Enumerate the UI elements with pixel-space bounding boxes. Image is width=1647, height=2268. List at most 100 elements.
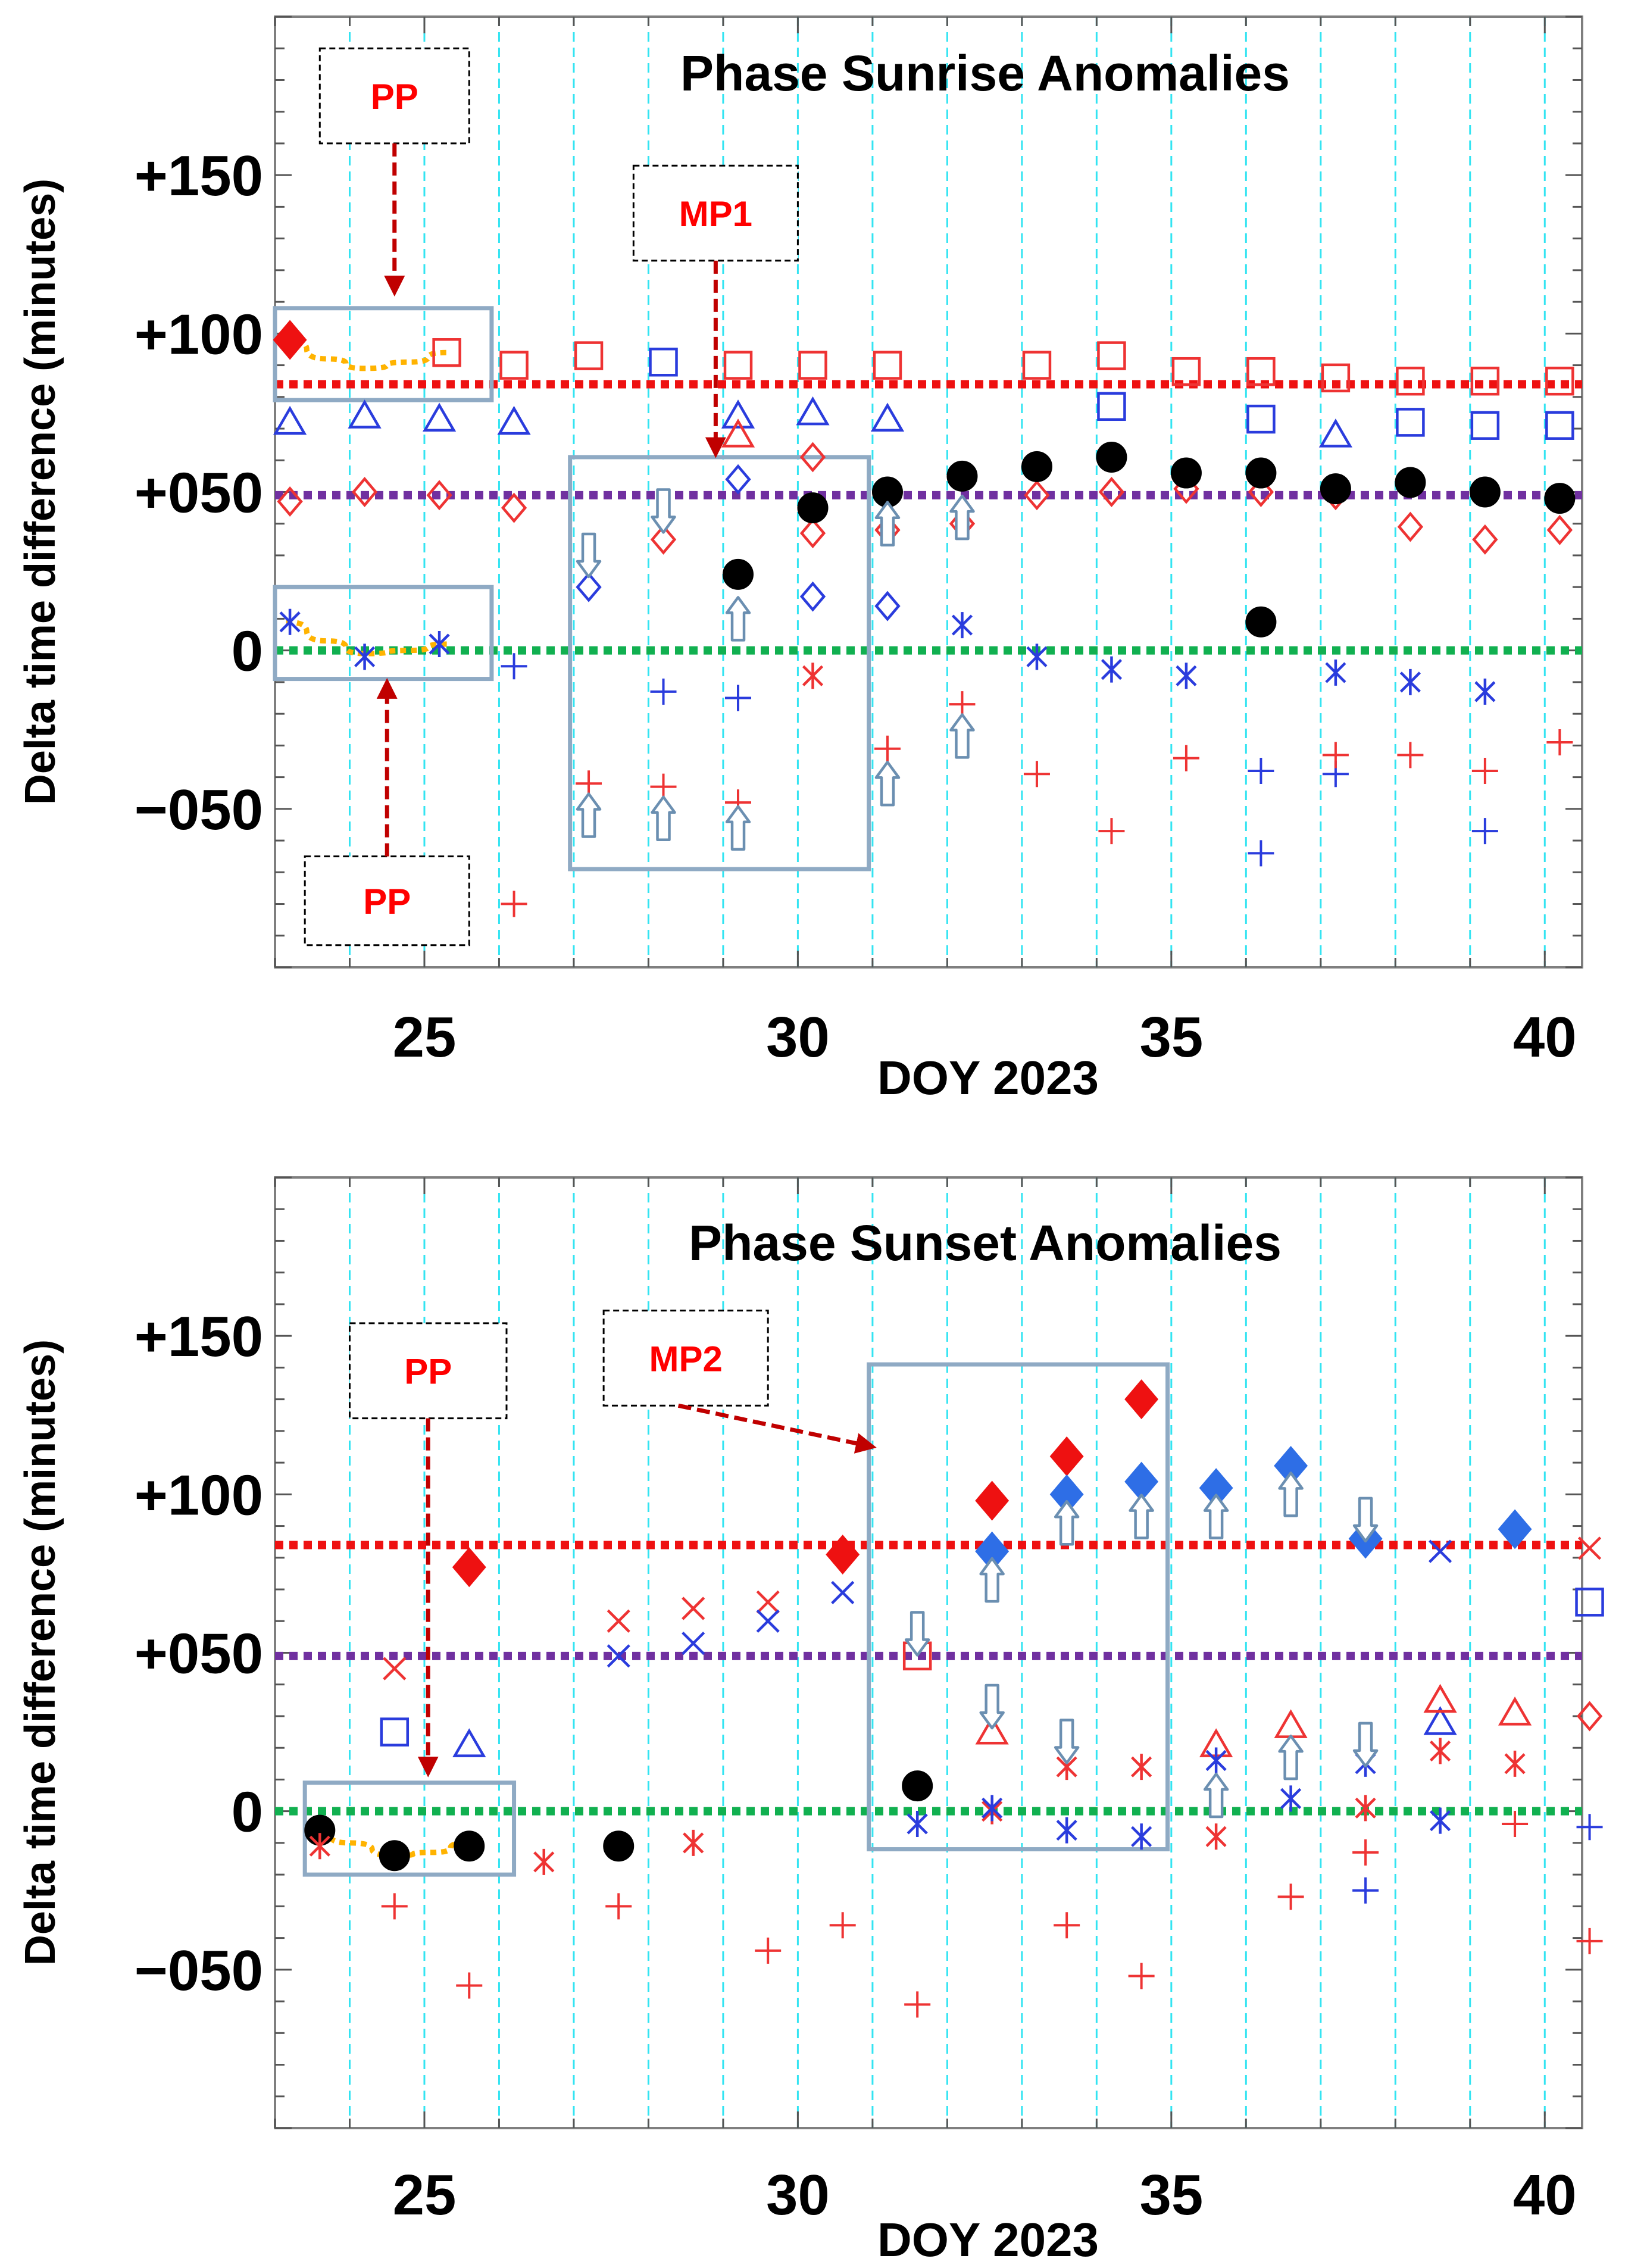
red-asterisks-point: [1205, 1823, 1227, 1850]
red-open-triangles-point: [721, 418, 755, 448]
red-open-triangles: [721, 418, 755, 448]
mp1-label-box: [632, 164, 799, 262]
blue-open-squares-point: [1097, 392, 1126, 421]
red-plus-point: [949, 691, 976, 718]
pp-fit-bottom: [286, 619, 447, 657]
y-tick-label: 0: [232, 1780, 263, 1844]
red-open-squares-point: [499, 351, 529, 380]
red-open-diamonds-point: [1397, 511, 1424, 542]
grid-lines: [348, 1177, 1546, 2128]
black-filled-circles-point: [797, 492, 829, 524]
red-plus-point: [1173, 745, 1199, 771]
x-tick-label: 30: [766, 1005, 830, 1069]
black-filled-circles-point: [1096, 441, 1127, 473]
blue-asterisks-point: [429, 631, 450, 658]
blue-x-point: [607, 1644, 630, 1668]
y-tick-label: +150: [135, 1305, 263, 1369]
pp-label-box: [348, 1322, 508, 1420]
red-open-squares-point: [873, 351, 902, 380]
red-plus: [381, 1810, 1603, 2018]
blue-open-diamonds: [576, 464, 901, 621]
axis-ticks: 25 30 35 40 +150 +100 +050 0 −050: [135, 1176, 1582, 2227]
x-tick-label: 35: [1139, 1005, 1203, 1069]
red-filled-diamonds: [452, 1379, 1159, 1588]
red-plus-point: [1471, 757, 1498, 784]
y-tick-label: 0: [232, 620, 263, 683]
arrow-down: [576, 532, 602, 579]
mp2-label-arrow: [677, 1403, 877, 1454]
red-asterisks-point: [1355, 1795, 1376, 1822]
direction-arrows: [576, 488, 975, 851]
red-plus-point: [1023, 761, 1050, 788]
blue-open-squares-point: [1575, 1588, 1604, 1617]
chart-title: Phase Sunset Anomalies: [689, 1215, 1282, 1271]
y-tick-label: +100: [135, 302, 263, 366]
y-tick-label: +150: [135, 144, 263, 208]
red-plus-point: [1397, 742, 1424, 769]
fit-curves: [286, 337, 447, 657]
red-asterisks-point: [802, 663, 824, 689]
arrow-up: [576, 792, 602, 838]
blue-asterisks-point: [354, 643, 376, 670]
red-asterisks-point: [309, 1833, 330, 1860]
red-open-diamonds-point: [351, 477, 378, 507]
blue-plus-point: [650, 678, 677, 705]
red-open-squares-point: [1097, 341, 1126, 370]
blue-asterisks-point: [1399, 668, 1421, 695]
red-open-squares-point: [1022, 351, 1052, 380]
red-x-point: [1577, 1536, 1602, 1560]
blue-open-triangles: [273, 396, 1352, 448]
red-open-diamonds-point: [277, 486, 303, 517]
blue-open-diamonds-point: [799, 581, 826, 612]
pp-fit: [312, 1827, 470, 1858]
red-open-diamonds-point: [799, 442, 826, 473]
red-open-squares-point: [1246, 357, 1276, 386]
red-open-squares-point: [1470, 366, 1500, 396]
red-filled-diamonds-point: [273, 320, 307, 360]
blue-open-triangles-point: [497, 405, 531, 435]
red-open-diamonds-point: [1248, 477, 1274, 507]
blue-open-triangles-point: [348, 399, 382, 429]
blue-asterisks-point: [1205, 1747, 1227, 1774]
black-filled-circles-point: [902, 1770, 933, 1802]
blue-open-squares: [380, 1588, 1604, 1747]
red-open-diamonds-point: [650, 524, 677, 555]
red-plus-point: [1128, 1963, 1155, 1989]
y-tick-label: +050: [135, 461, 263, 525]
red-x-point: [756, 1590, 780, 1614]
red-open-diamonds-point: [1098, 477, 1125, 507]
red-open-squares-point: [1396, 366, 1425, 396]
blue-open-squares-point: [380, 1717, 410, 1747]
red-asterisks: [309, 1738, 1526, 1875]
red-plus-point: [605, 1893, 632, 1920]
grid-lines: [348, 17, 1546, 967]
red-plus-point: [1352, 1839, 1379, 1866]
blue-plus-point: [1471, 818, 1498, 845]
black-filled-circles-point: [1469, 476, 1501, 508]
blue-open-squares: [649, 347, 1574, 440]
black-filled-circles-point: [1544, 483, 1576, 514]
red-x: [383, 1536, 1602, 1680]
black-filled-circles-point: [723, 558, 754, 590]
blue-asterisks-point: [1280, 1785, 1302, 1812]
pp-box-top: [273, 306, 494, 402]
red-asterisks-point: [1429, 1738, 1451, 1764]
blue-open-squares-point: [1246, 404, 1276, 434]
red-filled-diamonds-point: [452, 1547, 486, 1588]
x-tick-label: 25: [393, 1005, 457, 1069]
pp-label-bottom: PP: [363, 882, 411, 921]
red-open-diamonds-point: [501, 492, 527, 523]
arrow-up: [1278, 1734, 1304, 1780]
arrow-up: [1203, 1494, 1229, 1539]
y-axis-label: Delta time difference (minutes): [17, 1339, 64, 1966]
axis-ticks: 25 30 35 40 +150 +100 +050 0 −050: [135, 15, 1582, 1069]
blue-x-point: [1428, 1539, 1452, 1563]
data-series: [273, 320, 1576, 917]
direction-arrows: [904, 1472, 1379, 1819]
red-open-squares-point: [1171, 357, 1201, 386]
blue-filled-diamonds-point: [1498, 1509, 1532, 1550]
red-open-squares-point: [574, 341, 604, 370]
blue-open-diamonds-point: [874, 591, 901, 621]
arrow-up: [1054, 1499, 1080, 1546]
arrow-down: [979, 1683, 1005, 1730]
